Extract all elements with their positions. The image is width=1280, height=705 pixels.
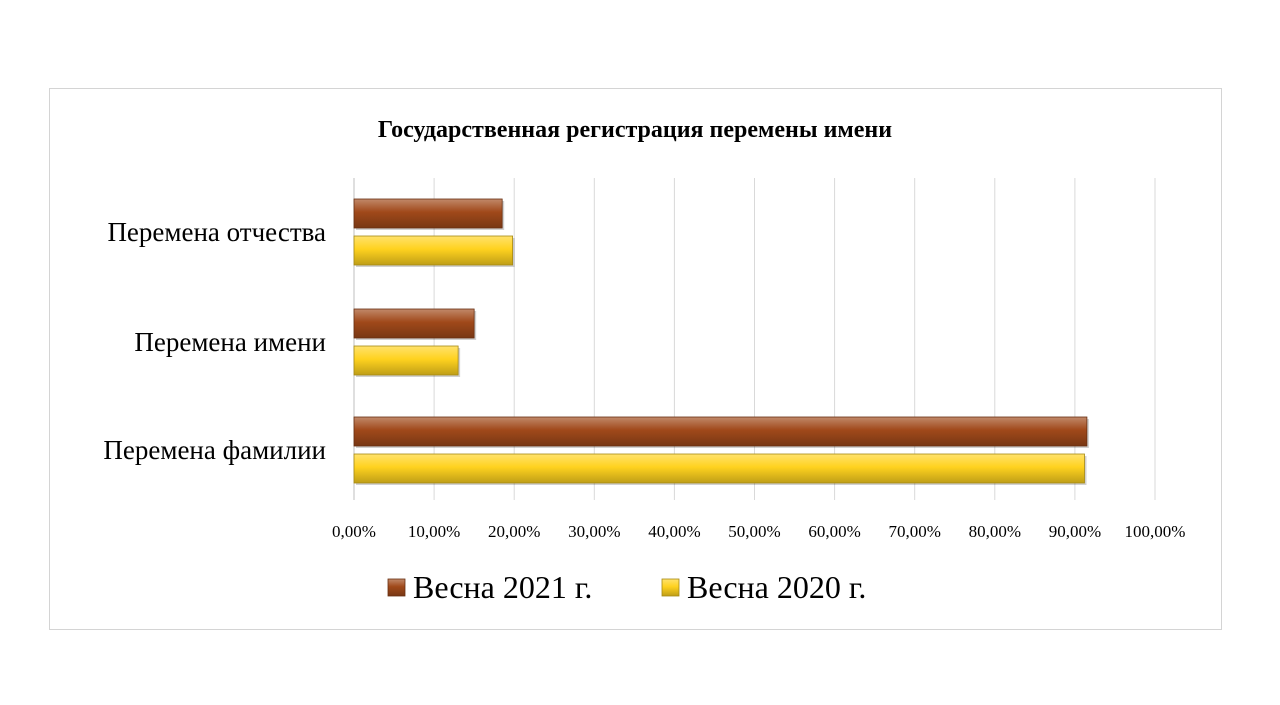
x-tick-label: 100,00% [1125, 522, 1186, 541]
x-tick-label: 20,00% [488, 522, 540, 541]
category-label: Перемена отчества [107, 217, 326, 247]
x-tick-label: 80,00% [969, 522, 1021, 541]
bar-spring-2021-1 [353, 198, 503, 229]
x-tick-label: 90,00% [1049, 522, 1101, 541]
bar-spring-2021-3 [353, 416, 1088, 447]
legend: Весна 2021 г. Весна 2020 г. [387, 569, 866, 605]
legend-label: Весна 2021 г. [413, 569, 592, 605]
x-tick-label: 60,00% [808, 522, 860, 541]
bars [353, 198, 1089, 485]
bar-spring-2021-2 [353, 308, 475, 339]
legend-swatch [661, 578, 680, 597]
legend-label: Весна 2020 г. [687, 569, 866, 605]
bar-spring-2020-2 [353, 345, 459, 376]
bar-spring-2020-3 [353, 453, 1085, 484]
chart-frame [49, 88, 1222, 630]
x-tick-label: 30,00% [568, 522, 620, 541]
chart-title: Государственная регистрация перемены име… [378, 117, 892, 143]
x-tick-label: 50,00% [728, 522, 780, 541]
x-tick-label: 10,00% [408, 522, 460, 541]
category-label: Перемена имени [134, 327, 326, 357]
bar-spring-2020-1 [353, 235, 513, 266]
category-label: Перемена фамилии [103, 435, 326, 465]
legend-swatch [387, 578, 406, 597]
x-axis-tick-labels: 0,00% 10,00% 20,00% 30,00% 40,00% 50,00% 60,00… [332, 522, 1185, 541]
x-tick-label: 70,00% [888, 522, 940, 541]
category-labels: Перемена отчества Перемена имени Перемена … [103, 217, 326, 465]
x-tick-label: 40,00% [648, 522, 700, 541]
x-tick-label: 0,00% [332, 522, 376, 541]
